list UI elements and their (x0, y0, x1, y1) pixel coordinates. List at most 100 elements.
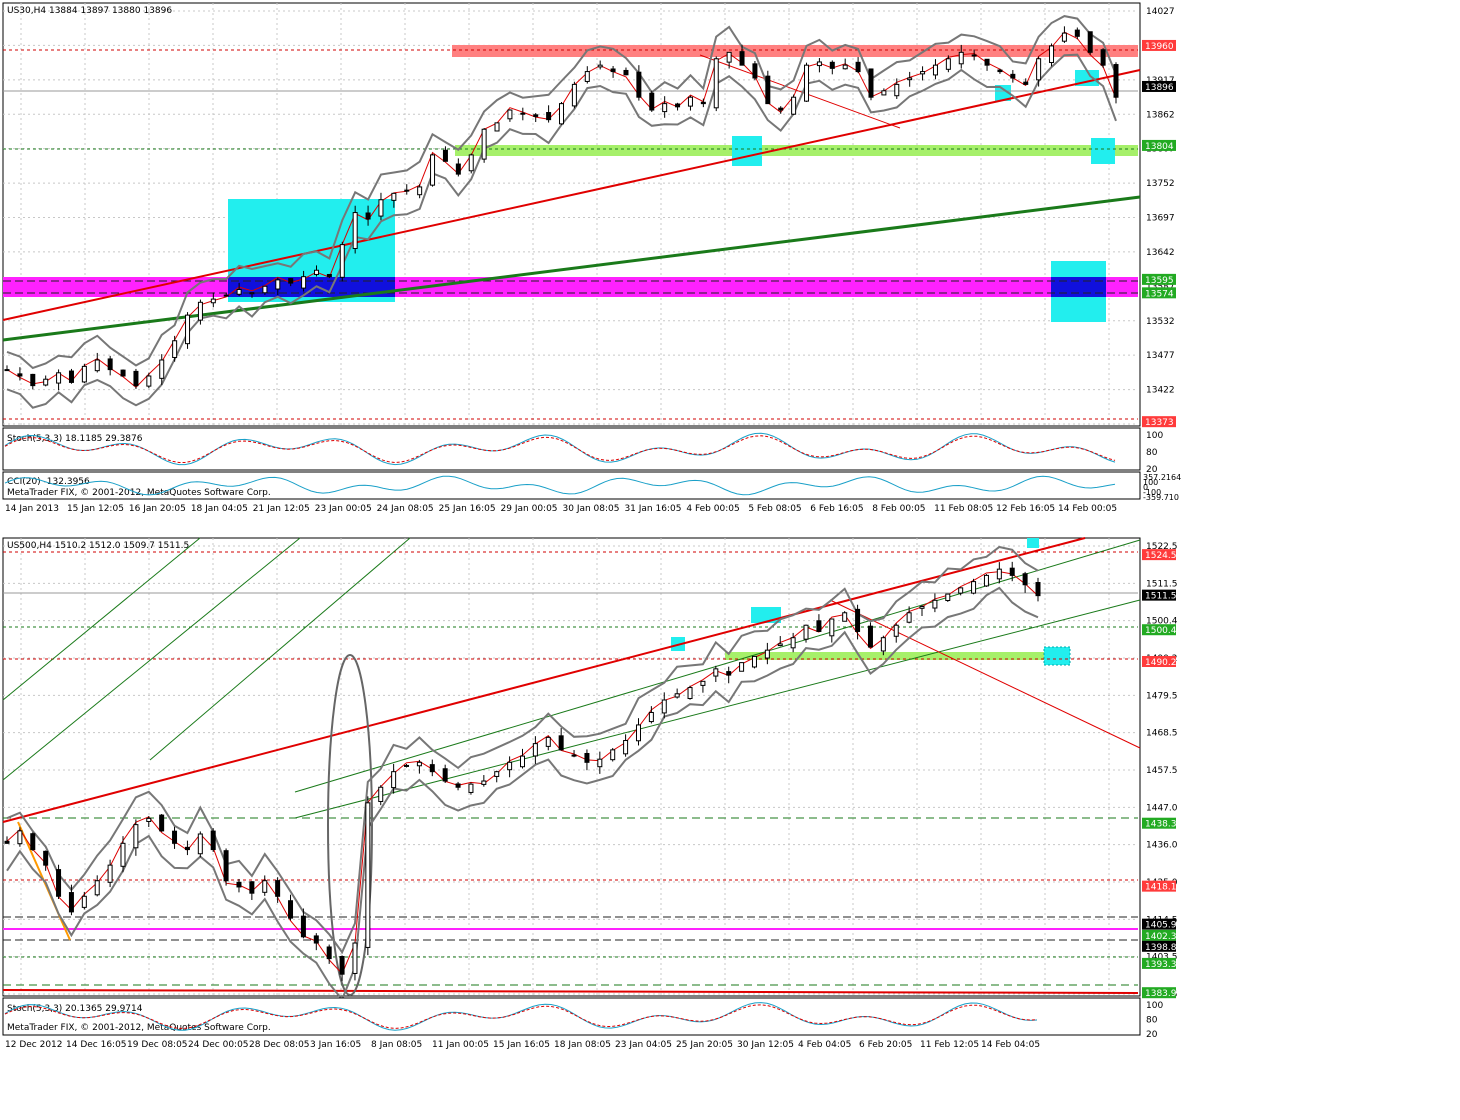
candle-body (816, 61, 822, 67)
time-tick-label: 30 Jan 12:05 (737, 1040, 794, 1050)
candle-body (958, 587, 964, 594)
us500-level-labels: 1524.5 1511.5 1500.4 1490.2 1438.3 1418.1 1405… (1142, 549, 1177, 999)
candle-body (739, 51, 745, 66)
candle-body (262, 880, 268, 893)
candle-body (159, 814, 165, 832)
candle-body (416, 761, 422, 767)
candle-body (1035, 582, 1041, 597)
candle-body (1049, 45, 1055, 64)
stoch-tick-label: 80 (1146, 1016, 1158, 1026)
candle-body (223, 850, 229, 882)
candle-body (1061, 32, 1067, 42)
time-tick-label: 14 Jan 2013 (5, 504, 59, 514)
candle-body (1074, 29, 1080, 37)
level-label-box (1142, 139, 1176, 151)
price-tick-label: 13917 (1146, 76, 1175, 86)
candle-body (983, 574, 989, 587)
candle-body (120, 842, 126, 867)
price-tick-label: 14027 (1146, 7, 1175, 17)
candle-body (146, 817, 152, 822)
candle-body (339, 956, 345, 975)
candle-body (597, 64, 603, 68)
level-label-text: 1500.4 (1145, 626, 1177, 636)
candle-body (481, 780, 487, 785)
channel-line-lower[interactable] (294, 599, 1141, 819)
candle-body (533, 114, 539, 117)
candle-body (674, 693, 680, 698)
price-tick-label: 1479.5 (1146, 691, 1178, 701)
us30-candles (4, 26, 1119, 391)
us500-chart-window[interactable]: US500,H4 1510.2 1512.0 1509.7 1511.5 152… (2, 537, 1178, 1050)
us500-candles (4, 561, 1041, 982)
candle-body (1036, 58, 1042, 81)
candle-body (249, 881, 255, 894)
candle-body (867, 625, 873, 648)
candle-body (713, 58, 719, 109)
us500-grid (3, 538, 1138, 996)
cyan-marker-right (1043, 646, 1071, 666)
level-label-text: 1405.9 (1145, 921, 1177, 931)
time-tick-label: 8 Jan 08:05 (371, 1040, 422, 1050)
candle-body (997, 69, 1003, 73)
level-label-box (1142, 39, 1176, 51)
candle-body (571, 754, 577, 757)
trendline-thin-red[interactable] (699, 54, 901, 129)
price-tick-label: 1403.5 (1146, 953, 1178, 963)
candle-body (791, 96, 797, 115)
bollinger-lower (6, 586, 1039, 1002)
bollinger-upper (6, 545, 1039, 955)
level-label-box (1142, 273, 1176, 285)
candle-body (1113, 64, 1119, 98)
us30-chart-window[interactable]: US30,H4 13884 13897 13880 13896 14027 139… (2, 2, 1181, 514)
candle-body (855, 608, 861, 632)
candle-body (739, 662, 745, 672)
time-tick-label: 12 Feb 16:05 (996, 504, 1055, 514)
candle-body (481, 128, 487, 160)
price-tick-label: 13642 (1146, 248, 1175, 258)
candle-body (687, 687, 693, 699)
candle-body (893, 624, 899, 637)
blue-overlap-right (1051, 277, 1106, 297)
candle-body (752, 63, 758, 79)
level-label-text: 1490.2 (1145, 658, 1177, 668)
candle-body (159, 359, 165, 379)
trendline-red[interactable] (2, 69, 1141, 321)
candle-body (920, 71, 926, 75)
candle-body (455, 163, 461, 175)
support-zone-magenta (3, 277, 1138, 297)
time-tick-label: 28 Dec 08:05 (249, 1040, 310, 1050)
candle-body (635, 724, 641, 742)
level-label-box (1142, 987, 1176, 999)
us500-main-pane[interactable] (2, 537, 1141, 997)
candle-body (687, 96, 693, 107)
candle-body (120, 369, 126, 377)
us30-title: US30,H4 13884 13897 13880 13896 (7, 6, 172, 16)
time-tick-label: 3 Jan 16:05 (310, 1040, 361, 1050)
candle-body (558, 735, 564, 751)
candle-body (971, 581, 977, 594)
us30-stoch-main-line (4, 432, 1116, 466)
candle-body (30, 833, 36, 851)
trendline-red-down[interactable] (829, 599, 1141, 749)
time-tick-label: 24 Jan 08:05 (377, 504, 434, 514)
candle-body (597, 758, 603, 768)
us30-main-pane[interactable] (2, 2, 1141, 427)
candle-body (288, 900, 294, 919)
candle-body (507, 109, 513, 120)
trendline-green[interactable] (2, 195, 1141, 342)
channel-line-1[interactable] (2, 537, 201, 701)
level-label-box (1142, 880, 1176, 892)
channel-line-2[interactable] (2, 537, 301, 781)
level-label-box (1142, 589, 1176, 601)
candle-body (468, 154, 474, 172)
time-tick-label: 14 Feb 00:05 (1058, 504, 1117, 514)
candle-body (675, 103, 681, 108)
candle-body (648, 711, 654, 723)
candle-body (417, 186, 423, 196)
candle-body (571, 83, 577, 107)
candle-body (765, 75, 771, 105)
candle-body (30, 373, 36, 387)
ellipse-drawing[interactable] (327, 654, 373, 996)
trendline-red-main[interactable] (2, 537, 1086, 823)
channel-line-3[interactable] (149, 537, 411, 761)
